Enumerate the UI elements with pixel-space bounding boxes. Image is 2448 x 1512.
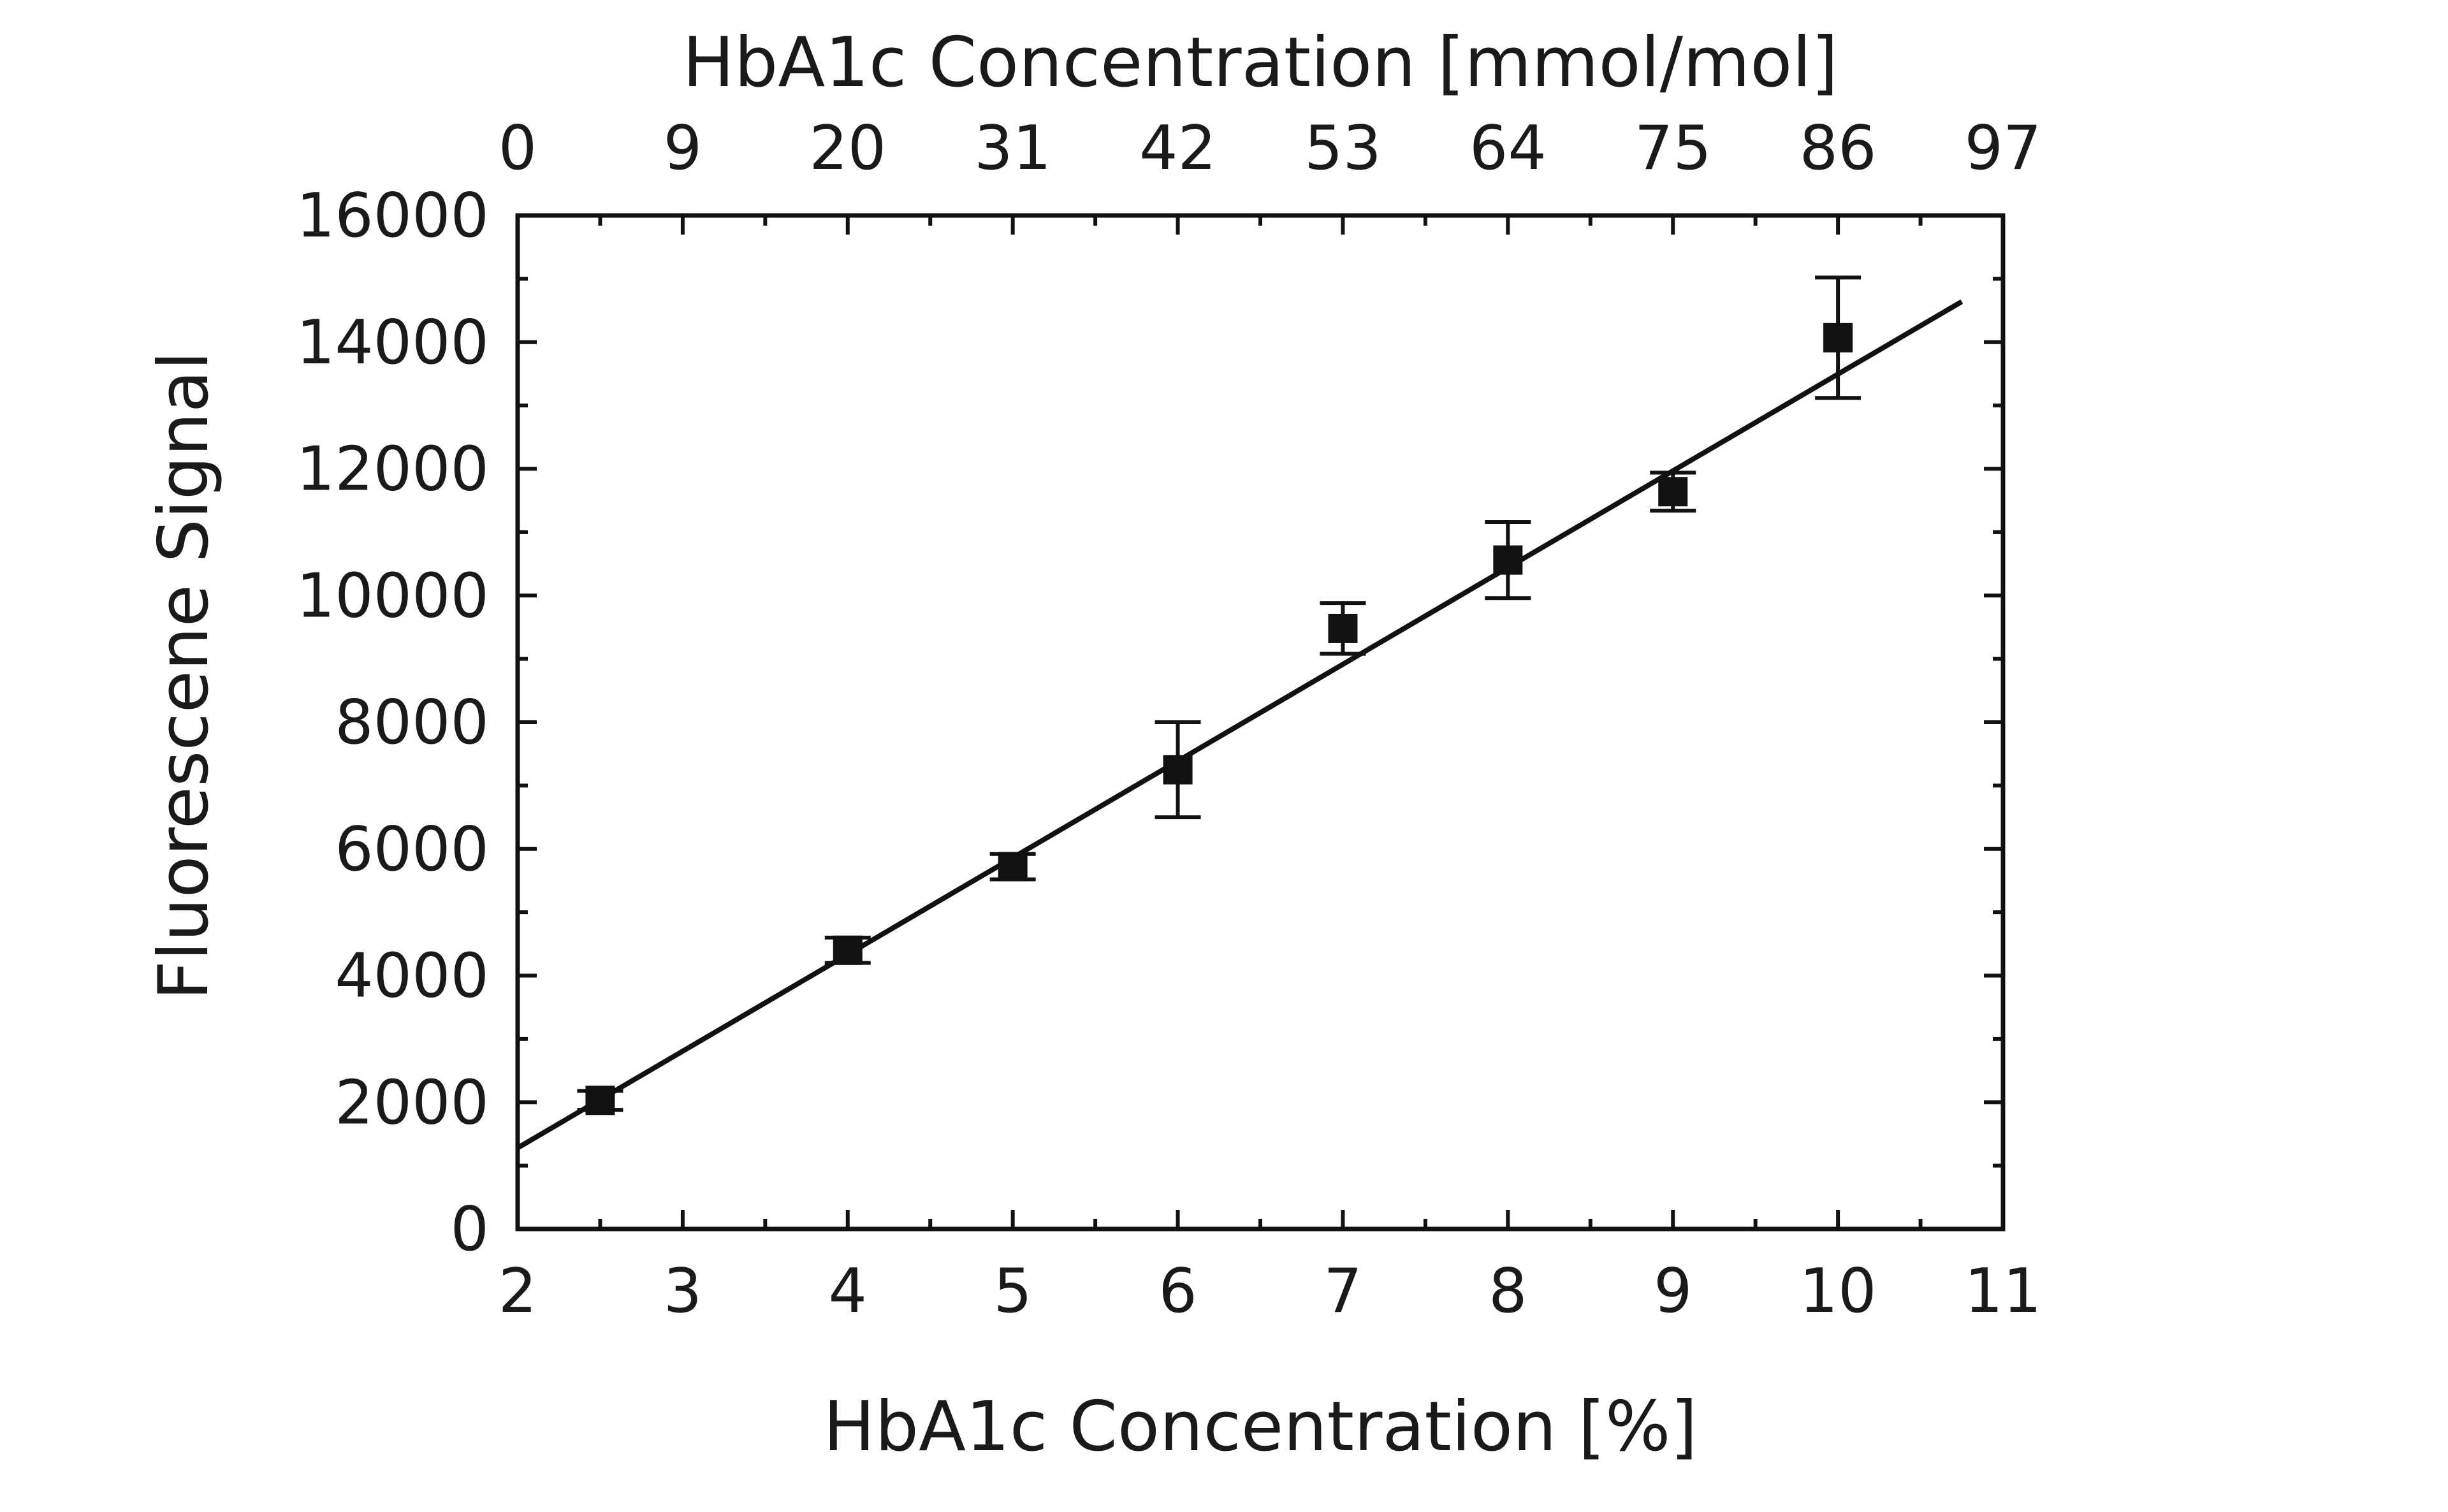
y-tick-label: 14000 xyxy=(296,308,489,378)
y-tick-label: 0 xyxy=(451,1195,489,1265)
bottom-x-axis-title: HbA1c Concentration [%] xyxy=(823,1387,1697,1467)
tick-labels: 2 3 4 5 6 7 8 9 10 11 0 9 20 31 42 53 64 75 86 97 0 2000 4000 6… xyxy=(296,113,2042,1327)
y-tick-label: 16000 xyxy=(296,181,489,251)
x-bottom-tick-label: 2 xyxy=(499,1256,537,1327)
x-bottom-tick-label: 8 xyxy=(1489,1256,1527,1327)
y-tick-label: 6000 xyxy=(335,815,489,885)
x-bottom-tick-label: 5 xyxy=(993,1256,1031,1327)
data-point-marker xyxy=(1328,613,1358,643)
axis-ticks xyxy=(516,214,2005,1231)
x-top-tick-label: 0 xyxy=(499,113,537,184)
linear-fit-line xyxy=(516,299,1963,1151)
x-top-tick-label: 75 xyxy=(1635,113,1712,184)
x-bottom-tick-label: 3 xyxy=(664,1256,702,1327)
x-bottom-tick-label: 6 xyxy=(1158,1256,1197,1327)
y-axis-title: Fluorescene Signal xyxy=(144,351,224,1000)
x-top-tick-label: 20 xyxy=(809,113,886,184)
plot-frame xyxy=(515,213,2006,1232)
x-top-tick-label: 31 xyxy=(974,113,1051,184)
x-top-tick-label: 64 xyxy=(1469,113,1547,184)
x-top-tick-label: 53 xyxy=(1304,113,1381,184)
data-point-marker xyxy=(1658,477,1688,507)
data-point-marker xyxy=(1493,545,1523,575)
y-tick-label: 12000 xyxy=(296,435,489,505)
data-point-marker xyxy=(833,935,863,965)
x-top-tick-label: 97 xyxy=(1965,113,2042,184)
data-point-marker xyxy=(1823,323,1853,353)
top-x-axis-title: HbA1c Concentration [mmol/mol] xyxy=(683,23,1839,103)
x-bottom-tick-label: 11 xyxy=(1965,1256,2042,1327)
fit-line-group xyxy=(516,299,1963,1151)
x-bottom-tick-label: 9 xyxy=(1654,1256,1692,1327)
y-tick-label: 8000 xyxy=(335,688,489,758)
y-tick-label: 4000 xyxy=(335,941,489,1012)
x-top-tick-label: 42 xyxy=(1139,113,1216,184)
x-bottom-tick-label: 7 xyxy=(1323,1256,1362,1327)
x-top-tick-label: 9 xyxy=(664,113,702,184)
y-tick-label: 2000 xyxy=(335,1068,489,1138)
y-tick-label: 10000 xyxy=(296,561,489,631)
x-top-tick-label: 86 xyxy=(1800,113,1877,184)
data-point-marker xyxy=(585,1086,615,1116)
x-bottom-tick-label: 10 xyxy=(1800,1256,1877,1327)
data-points xyxy=(577,275,1861,1116)
data-point-marker xyxy=(1163,755,1193,785)
x-bottom-tick-label: 4 xyxy=(829,1256,867,1327)
data-point-marker xyxy=(998,852,1028,882)
